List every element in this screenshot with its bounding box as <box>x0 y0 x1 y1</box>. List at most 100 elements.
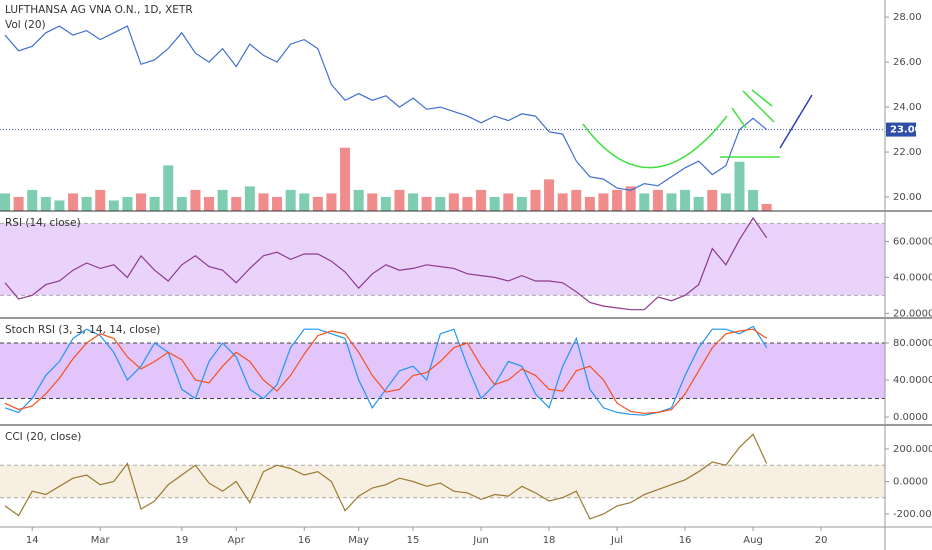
band-fill <box>0 223 885 296</box>
band-fill <box>0 465 885 498</box>
x-tick-label: 19 <box>175 535 188 546</box>
volume-bar <box>720 193 731 211</box>
volume-bar <box>40 196 51 211</box>
volume-bar <box>27 189 38 211</box>
volume-bar <box>68 193 79 211</box>
y-tick-label: 20.0000 <box>893 308 932 319</box>
volume-bar <box>544 179 555 211</box>
volume-bar <box>639 193 650 211</box>
x-tick-label: 18 <box>543 535 556 546</box>
y-tick-label: 26.00 <box>893 57 922 68</box>
volume-bar <box>95 189 106 211</box>
price-badge <box>886 122 916 137</box>
x-tick-label: Aug <box>743 535 763 546</box>
drawing-line <box>779 94 813 149</box>
volume-bar <box>81 196 92 211</box>
volume-bar <box>299 193 310 211</box>
volume-bar <box>489 196 500 211</box>
x-tick-label: Mar <box>91 535 111 546</box>
volume-bar <box>421 196 432 211</box>
volume-bar <box>380 196 391 211</box>
volume-bar <box>326 193 337 211</box>
volume-bar <box>54 200 65 211</box>
volume-bar <box>612 189 623 211</box>
volume-bar <box>557 193 568 211</box>
volume-bar <box>571 189 582 211</box>
y-tick-label: 60.0000 <box>893 236 932 247</box>
volume-bar <box>108 200 119 211</box>
panes: 14 Mar 19 Apr 16 May 15 Jun 18 Jul 16 Aug 20 20.00 22.… <box>0 4 932 546</box>
y-tick-label: 22.00 <box>893 147 922 158</box>
line <box>4 25 768 191</box>
x-tick-label: Jun <box>472 535 489 546</box>
drawing-line <box>742 90 775 123</box>
volume-bar <box>652 189 663 211</box>
volume-bar <box>448 193 459 211</box>
line <box>4 325 768 416</box>
y-tick-label: 40.0000 <box>893 272 932 283</box>
volume-bar <box>136 193 147 211</box>
volume-bar <box>598 193 609 211</box>
volume-bar <box>503 193 514 211</box>
y-tick-label: 40.0000 <box>893 375 932 386</box>
drawing-line <box>731 107 747 129</box>
volume-bar <box>122 196 133 211</box>
volume-bar <box>367 193 378 211</box>
x-tick-label: 20 <box>815 535 828 546</box>
x-tick-label: 16 <box>298 535 311 546</box>
band-fill <box>0 343 885 399</box>
volume-bar <box>231 196 242 211</box>
pane-title: LUFTHANSA AG VNA O.N., 1D, XETR <box>5 4 193 16</box>
volume-bar <box>217 189 228 211</box>
pane-title: RSI (14, close) <box>5 217 81 229</box>
x-tick-label: Apr <box>228 535 246 546</box>
y-tick-label: 28.00 <box>893 12 922 23</box>
volume-bar <box>272 196 283 211</box>
y-tick-label: 0.0000 <box>893 412 928 423</box>
volume-bar <box>204 196 215 211</box>
line <box>4 433 768 520</box>
x-tick-label: May <box>348 535 369 546</box>
drawing-line <box>751 89 773 107</box>
volume-bar <box>176 196 187 211</box>
price-badge-label: 23.00 <box>890 125 922 136</box>
volume-bar <box>258 193 269 211</box>
volume-bar <box>394 189 405 211</box>
volume-bar <box>707 189 718 211</box>
volume-bar <box>761 203 772 211</box>
y-tick-label: 200.0000 <box>893 444 932 455</box>
y-tick-label: 24.00 <box>893 102 922 113</box>
pane-title: CCI (20, close) <box>5 431 81 443</box>
drawing-arc <box>582 115 728 169</box>
volume-bar <box>149 196 160 211</box>
volume-bar <box>476 189 487 211</box>
volume-bar <box>13 196 24 211</box>
y-tick-label: 20.00 <box>893 192 922 203</box>
x-tick-label: Jul <box>610 535 623 546</box>
y-tick-label: 0.0000 <box>893 476 928 487</box>
line <box>4 216 768 311</box>
volume-bar <box>340 147 351 211</box>
volume-bar <box>0 193 11 211</box>
volume-bar <box>435 196 446 211</box>
volume-bar <box>734 161 745 211</box>
x-tick-label: 16 <box>679 535 692 546</box>
volume-bar <box>190 189 201 211</box>
volume-bar <box>353 189 364 211</box>
volume-bar <box>666 193 677 211</box>
volume-bar <box>530 189 541 211</box>
x-tick-label: 14 <box>26 535 39 546</box>
y-tick-label: -200.0000 <box>893 509 932 520</box>
volume-bar <box>693 196 704 211</box>
volume-bar <box>312 196 323 211</box>
volume-bar <box>516 196 527 211</box>
x-tick-label: 15 <box>407 535 420 546</box>
volume-bar <box>285 189 296 211</box>
pane-title: Stoch RSI (3, 3, 14, 14, close) <box>5 324 160 336</box>
volume-bar <box>244 186 255 211</box>
volume-bar <box>625 186 636 211</box>
volume-bar <box>584 196 595 211</box>
volume-bar <box>748 189 759 211</box>
volume-bar <box>462 196 473 211</box>
